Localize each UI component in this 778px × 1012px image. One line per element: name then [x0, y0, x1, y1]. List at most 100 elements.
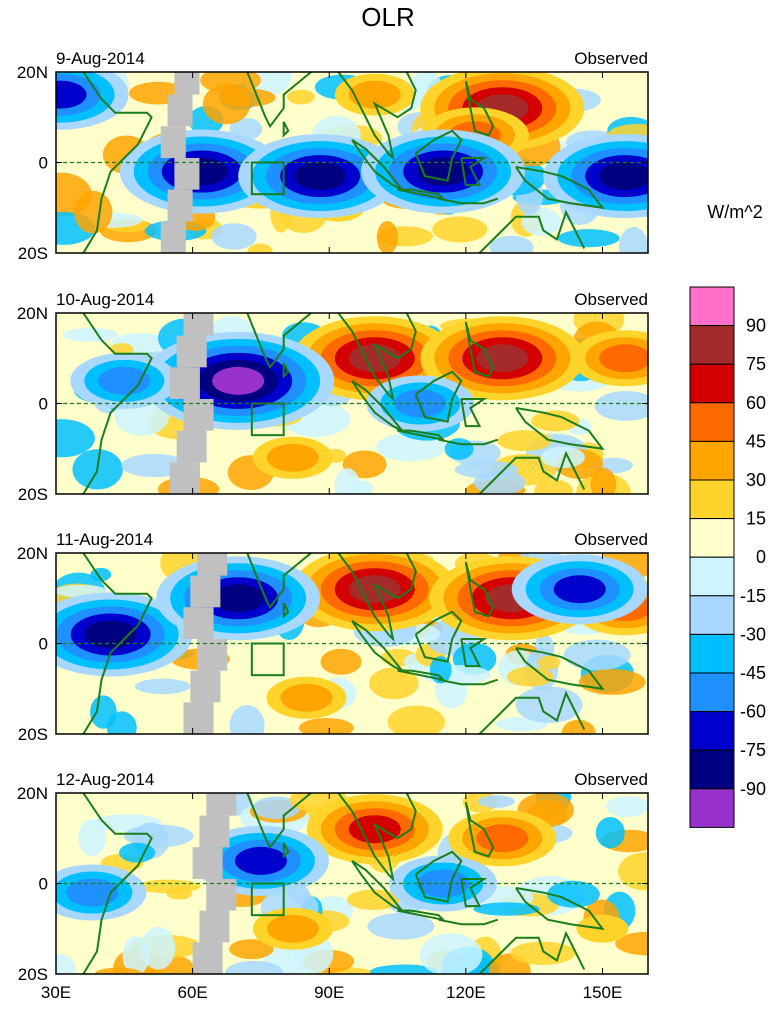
olr-patch — [557, 229, 620, 248]
olr-patch — [561, 719, 596, 734]
olr-patch — [78, 819, 106, 857]
index-box — [250, 161, 285, 196]
olr-feature-contour — [348, 344, 401, 373]
africa-coast — [82, 72, 153, 253]
borneo-coast — [414, 129, 463, 182]
borneo-coast — [414, 370, 463, 423]
colorbar-tick-label: -60 — [740, 702, 766, 722]
colorbar-tick-label: 75 — [746, 354, 766, 374]
india-coast — [245, 793, 314, 850]
olr-patch — [94, 967, 143, 974]
colorbar-tick-label: -75 — [740, 740, 766, 760]
olr-feature-contour — [348, 815, 401, 844]
colorbar: W/m^2 90 75 60 45 30 15 0 -15 -30 -45 -60 -75 -90 — [689, 202, 766, 828]
olr-feature-contour — [212, 366, 265, 395]
olr-patch — [62, 327, 119, 342]
olr-patch — [56, 953, 77, 974]
java-coast — [397, 429, 447, 442]
olr-patch — [287, 89, 315, 105]
olr-patch — [419, 933, 483, 974]
sulawesi-coast — [460, 877, 488, 908]
philippines-coast — [464, 561, 495, 618]
colorbar-segment — [689, 440, 735, 481]
olr-feature-contour — [266, 443, 319, 472]
lesser-sunda-coast — [438, 197, 499, 205]
borneo-coast — [414, 850, 463, 903]
lesser-sunda-coast — [438, 438, 499, 446]
colorbar-segment — [689, 518, 735, 558]
lat-tick-label: 20S — [18, 244, 48, 263]
sumatra-coast — [351, 860, 403, 912]
colorbar-tick-label: 45 — [746, 431, 766, 451]
olr-patch — [166, 887, 193, 900]
olr-patch — [387, 705, 446, 734]
missing-data-strip — [183, 553, 228, 734]
lon-tick-label: 150E — [583, 983, 623, 1002]
lat-tick-label: 20S — [18, 485, 48, 504]
olr-patch — [615, 931, 648, 956]
olr-feature-contour — [56, 80, 87, 109]
olr-patch — [489, 235, 534, 253]
olr-feature-contour — [348, 80, 401, 109]
colorbar-segment — [689, 325, 735, 365]
olr-feature-contour — [212, 584, 265, 613]
philippines-coast — [464, 801, 495, 858]
missing-data-strip — [160, 72, 200, 253]
olr-patch — [595, 817, 625, 849]
olr-patch — [367, 912, 435, 940]
arabia-coast — [174, 553, 176, 554]
panel-observed-label: Observed — [574, 49, 648, 68]
lat-tick-label: 20N — [17, 544, 48, 563]
se-asia-coast — [337, 553, 417, 643]
lesser-sunda-coast — [438, 918, 499, 926]
olr-feature-contour — [66, 878, 119, 907]
lat-tick-label: 20N — [17, 304, 48, 323]
olr-feature-contour — [417, 157, 470, 186]
australia-coast — [478, 450, 586, 494]
olr-patch — [594, 390, 648, 421]
colorbar-tick-label: -45 — [740, 663, 766, 683]
colorbar-segment — [689, 556, 735, 597]
colorbar-segment — [689, 749, 735, 790]
map-panel: 9-Aug-2014 Observed 20N 0 20S — [17, 49, 649, 263]
lesser-sunda-coast — [438, 678, 499, 686]
olr-feature-contour — [234, 846, 287, 875]
olr-patch — [578, 669, 646, 695]
lat-tick-label: 20S — [18, 725, 48, 744]
se-asia-coast — [337, 793, 417, 883]
srilanka-coast — [282, 362, 290, 379]
olr-field — [56, 313, 648, 494]
olr-patch — [140, 926, 176, 970]
olr-patch — [352, 480, 374, 494]
lat-tick-label: 20N — [17, 784, 48, 803]
lon-tick-label: 120E — [446, 983, 486, 1002]
australia-coast — [478, 930, 586, 974]
chart-title: OLR — [361, 2, 414, 32]
olr-patch — [605, 796, 648, 817]
java-coast — [397, 909, 447, 922]
sulawesi-coast — [460, 156, 488, 187]
new-guinea-coast — [515, 887, 605, 931]
lon-tick-label: 60E — [177, 983, 207, 1002]
olr-feature-contour — [599, 344, 648, 373]
philippines-coast — [464, 321, 495, 378]
olr-feature-contour — [476, 344, 529, 373]
srilanka-coast — [282, 842, 290, 859]
olr-patch — [219, 88, 276, 107]
olr-patch — [590, 467, 617, 494]
coastlines — [82, 72, 605, 253]
olr-feature-contour — [280, 683, 333, 712]
colorbar-segment — [689, 595, 735, 635]
colorbar-segment — [689, 672, 735, 713]
olr-feature-contour — [98, 366, 151, 395]
colorbar-tick-label: -30 — [740, 624, 766, 644]
lat-tick-label: 20S — [18, 965, 48, 984]
new-guinea-coast — [515, 407, 605, 451]
colorbar-segment — [689, 286, 735, 327]
coastlines — [82, 793, 605, 974]
panel-date: 10-Aug-2014 — [56, 290, 154, 309]
colorbar-segment — [689, 363, 735, 404]
colorbar-segment — [689, 479, 735, 520]
olr-patch — [247, 243, 273, 253]
sumatra-coast — [351, 620, 403, 672]
